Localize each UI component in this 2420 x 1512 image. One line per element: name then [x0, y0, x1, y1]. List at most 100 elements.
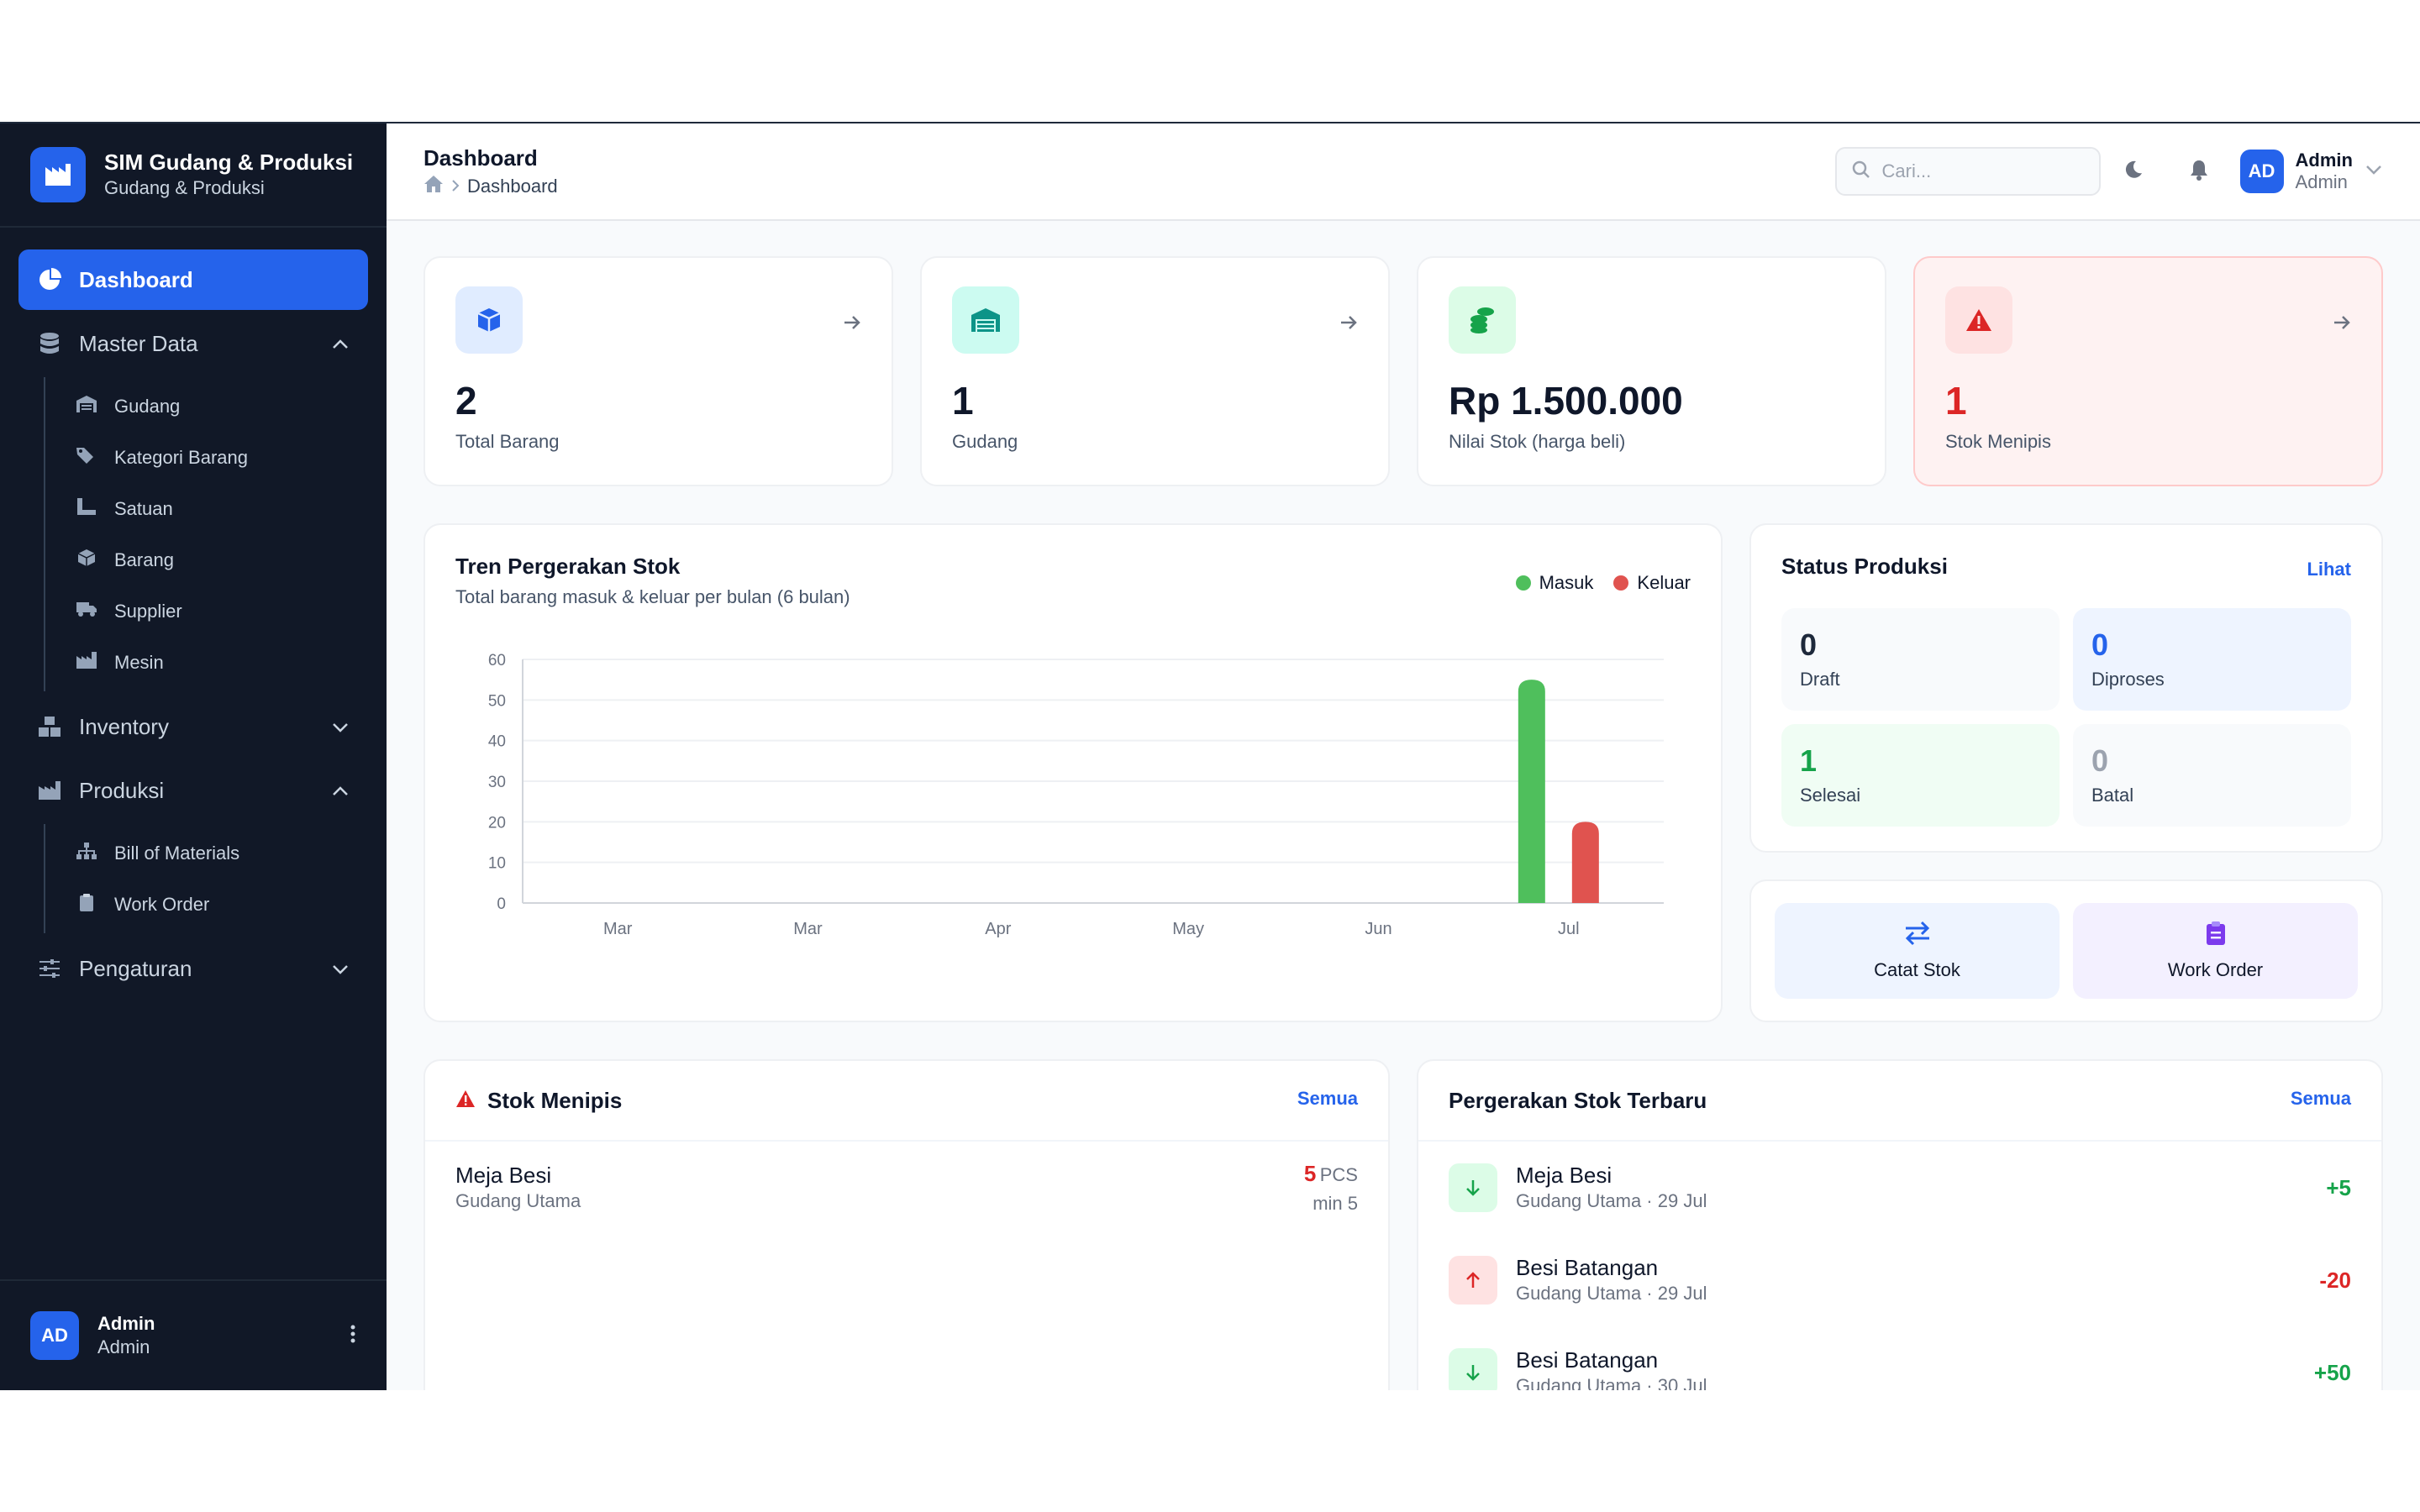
- sidebar: SIM Gudang & Produksi Gudang & Produksi …: [0, 123, 387, 1390]
- exchange-icon: [1904, 921, 1931, 951]
- status-value: 0: [1800, 627, 1818, 662]
- sidebar-item-label: Dashboard: [79, 266, 193, 292]
- brand[interactable]: SIM Gudang & Produksi Gudang & Produksi: [0, 123, 387, 228]
- status-draft[interactable]: 0 Draft: [1781, 608, 2060, 711]
- app-window: SIM Gudang & Produksi Gudang & Produksi …: [0, 122, 2420, 1390]
- sidebar-user[interactable]: AD Admin Admin: [0, 1279, 387, 1390]
- stat-card-total-barang[interactable]: 2 Total Barang: [424, 256, 893, 486]
- sidebar-item-mesin[interactable]: Mesin: [59, 637, 368, 688]
- arrow-right-icon[interactable]: [843, 315, 861, 334]
- card-header: Stok Menipis Semua: [425, 1061, 1388, 1142]
- arrow-right-icon[interactable]: [2333, 315, 2351, 334]
- chevron-up-icon: [331, 333, 350, 360]
- status-produksi-card: Status Produksi Lihat 0 Draft 0 Diproses: [1749, 523, 2383, 853]
- breadcrumb: Dashboard: [424, 175, 558, 198]
- x-tick-label: Jun: [1365, 920, 1392, 938]
- semua-link[interactable]: Semua: [1297, 1088, 1358, 1109]
- sidebar-item-label: Gudang: [114, 395, 181, 417]
- sidebar-item-pengaturan[interactable]: Pengaturan: [18, 938, 368, 999]
- semua-link[interactable]: Semua: [2290, 1088, 2351, 1109]
- arrow-down-icon: [1449, 1348, 1497, 1390]
- user-menu[interactable]: AD Admin Admin: [2239, 150, 2383, 193]
- status-diproses[interactable]: 0 Diproses: [2073, 608, 2351, 711]
- stat-card-stok-menipis[interactable]: 1 Stok Menipis: [1913, 256, 2383, 486]
- industry-icon: [76, 651, 97, 675]
- sidebar-item-kategori-barang[interactable]: Kategori Barang: [59, 432, 368, 483]
- stok-menipis-card: Stok Menipis Semua Meja Besi Gudang Utam…: [424, 1059, 1390, 1390]
- chart-subtitle: Total barang masuk & keluar per bulan (6…: [455, 586, 850, 607]
- sidebar-item-gudang[interactable]: Gudang: [59, 381, 368, 432]
- legend-label: Keluar: [1637, 572, 1691, 593]
- sidebar-item-master-data[interactable]: Master Data: [18, 313, 368, 374]
- status-selesai[interactable]: 1 Selesai: [1781, 724, 2060, 827]
- search-input[interactable]: [1881, 160, 2084, 182]
- sidebar-item-barang[interactable]: Barang: [59, 534, 368, 585]
- quick-actions-card: Catat Stok Work Order: [1749, 879, 2383, 1022]
- tags-icon: [76, 446, 97, 470]
- work-order-button[interactable]: Work Order: [2073, 903, 2358, 999]
- sidebar-item-bill-of-materials[interactable]: Bill of Materials: [59, 827, 368, 879]
- sidebar-item-dashboard[interactable]: Dashboard: [18, 249, 368, 310]
- sidebar-item-label: Produksi: [79, 777, 165, 803]
- catat-stok-button[interactable]: Catat Stok: [1775, 903, 2060, 999]
- item-name: Meja Besi: [455, 1163, 552, 1188]
- stat-label: Nilai Stok (harga beli): [1449, 431, 1626, 452]
- sidebar-item-work-order[interactable]: Work Order: [59, 879, 368, 930]
- warning-icon: [1945, 286, 2012, 354]
- legend-label: Masuk: [1539, 572, 1594, 593]
- sidebar-item-produksi[interactable]: Produksi: [18, 760, 368, 821]
- list-item[interactable]: Besi Batangan Gudang Utama · 29 Jul -20: [1418, 1234, 2381, 1326]
- topbar-actions: AD Admin Admin: [1834, 147, 2383, 196]
- legend-dot: [1515, 575, 1531, 591]
- warehouse-icon: [76, 395, 97, 418]
- sidebar-item-satuan[interactable]: Satuan: [59, 483, 368, 534]
- y-tick-label: 40: [488, 733, 506, 751]
- status-value: 1: [1800, 743, 1818, 778]
- legend-dot: [1613, 575, 1629, 591]
- bar-masuk: [1518, 680, 1545, 903]
- legend-item-masuk[interactable]: Masuk: [1515, 572, 1594, 594]
- stat-label: Stok Menipis: [1945, 431, 2051, 452]
- notifications-button[interactable]: [2166, 147, 2232, 196]
- home-icon[interactable]: [424, 175, 444, 198]
- search-box[interactable]: [1834, 147, 2101, 196]
- more-vertical-icon[interactable]: [350, 1324, 356, 1348]
- sidebar-item-label: Supplier: [114, 600, 182, 622]
- list-item[interactable]: Besi Batangan Gudang Utama · 30 Jul +50: [1418, 1326, 2381, 1390]
- item-quantity: 5 PCS min 5: [1304, 1160, 1358, 1216]
- chevron-right-icon: [450, 176, 460, 197]
- sidebar-nav: Dashboard Master Data Gudang Kategor: [0, 228, 387, 1024]
- item-qty: -20: [2319, 1267, 2351, 1293]
- chevron-up-icon: [331, 780, 350, 806]
- y-tick-label: 60: [488, 652, 506, 669]
- sidebar-item-inventory[interactable]: Inventory: [18, 696, 368, 757]
- stat-value: 2: [455, 379, 477, 423]
- item-qty: +50: [2313, 1359, 2351, 1385]
- arrow-right-icon[interactable]: [1339, 315, 1358, 334]
- item-name: Besi Batangan: [1516, 1347, 1659, 1373]
- stock-trend-chart-card: Tren Pergerakan Stok Total barang masuk …: [424, 523, 1723, 1022]
- theme-toggle-button[interactable]: [2101, 147, 2166, 196]
- stat-card-gudang[interactable]: 1 Gudang: [920, 256, 1390, 486]
- lihat-link[interactable]: Lihat: [2307, 559, 2351, 580]
- master-data-submenu: Gudang Kategori Barang Satuan Barang Sup…: [44, 377, 368, 691]
- box-icon: [76, 549, 97, 572]
- item-min: min 5: [1313, 1192, 1358, 1214]
- topbar: Dashboard Dashboard: [387, 123, 2420, 221]
- moon-icon: [2123, 160, 2144, 184]
- coins-icon: [1449, 286, 1516, 354]
- sidebar-item-supplier[interactable]: Supplier: [59, 585, 368, 637]
- avatar: AD: [30, 1311, 79, 1360]
- list-item[interactable]: Meja Besi Gudang Utama · 29 Jul +5: [1418, 1142, 2381, 1234]
- status-batal[interactable]: 0 Batal: [2073, 724, 2351, 827]
- item-location: Gudang Utama: [455, 1190, 581, 1211]
- y-tick-label: 50: [488, 692, 506, 710]
- y-tick-label: 0: [497, 895, 506, 913]
- list-item[interactable]: Meja Besi Gudang Utama 5 PCS min 5: [425, 1142, 1388, 1234]
- stat-card-nilai-stok: Rp 1.500.000 Nilai Stok (harga beli): [1417, 256, 1886, 486]
- chevron-down-icon: [331, 958, 350, 984]
- dashboard-content: 2 Total Barang 1 Gudang Rp 1.500.000: [387, 221, 2420, 1390]
- legend-item-keluar[interactable]: Keluar: [1613, 572, 1691, 594]
- sidebar-item-label: Work Order: [114, 893, 210, 915]
- status-label: Diproses: [2091, 669, 2165, 690]
